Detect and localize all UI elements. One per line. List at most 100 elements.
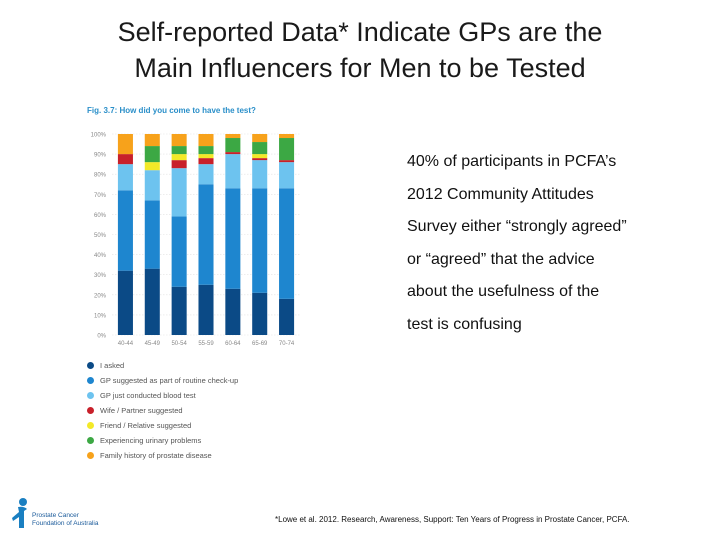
footnote: *Lowe et al. 2012. Research, Awareness, … <box>275 515 630 524</box>
legend-swatch <box>87 452 94 459</box>
bar-segment <box>171 154 187 161</box>
bar-segment <box>171 134 187 147</box>
bar-segment <box>279 188 295 299</box>
bar-segment <box>279 298 295 335</box>
bar-segment <box>144 268 160 335</box>
bar-segment <box>117 190 133 271</box>
stacked-bar-chart: 0% 10% 20% 30% 40% 50% 60% 70% 80% 90% 100% 40-44 45… <box>91 133 300 347</box>
bar-segment <box>225 288 241 335</box>
legend-label: Wife / Partner suggested <box>100 406 183 415</box>
y-tick-label: 100% <box>91 133 107 139</box>
legend-swatch <box>87 422 94 429</box>
body-text: 40% of participants in PCFA’s 2012 Commun… <box>407 146 707 342</box>
legend-item: Family history of prostate disease <box>87 448 238 463</box>
bar-segment <box>252 154 268 159</box>
bar-segment <box>252 134 268 143</box>
body-text-line: test is confusing <box>407 315 522 333</box>
pcfa-logo: Prostate Cancer Foundation of Australia <box>10 497 120 531</box>
legend-item: GP just conducted blood test <box>87 388 238 403</box>
bar-segment <box>144 162 160 171</box>
x-tick-label: 55-59 <box>198 341 214 347</box>
y-tick-label: 0% <box>97 334 106 340</box>
body-text-line: Survey either “strongly agreed” <box>407 218 627 236</box>
y-tick-label: 50% <box>94 233 107 239</box>
logo-line-2: Foundation of Australia <box>32 520 99 527</box>
legend-label: Family history of prostate disease <box>100 451 212 460</box>
bar-segment <box>144 170 160 201</box>
bar-segment <box>198 164 214 185</box>
bar-segment <box>198 134 214 147</box>
y-tick-label: 90% <box>94 153 107 159</box>
bar-segment <box>198 154 214 159</box>
bar-segment <box>225 154 241 189</box>
legend-swatch <box>87 407 94 414</box>
bar-segment <box>171 216 187 287</box>
bar-segment <box>225 138 241 153</box>
bar-segment <box>225 152 241 155</box>
bar-segment <box>225 188 241 289</box>
bar-segment <box>279 160 295 163</box>
bar-segment <box>171 286 187 335</box>
bar-segment <box>171 146 187 155</box>
legend-item: Wife / Partner suggested <box>87 403 238 418</box>
bar-segment <box>117 154 133 165</box>
bar-segment <box>117 164 133 191</box>
legend-item: Friend / Relative suggested <box>87 418 238 433</box>
bar-segment <box>225 134 241 139</box>
y-tick-label: 10% <box>94 313 107 319</box>
bar-segment <box>144 146 160 163</box>
body-text-line: 2012 Community Attitudes <box>407 185 594 203</box>
title-line-2: Main Influencers for Men to be Tested <box>134 53 586 83</box>
legend-label: Friend / Relative suggested <box>100 421 192 430</box>
legend-item: I asked <box>87 358 238 373</box>
bar-segment <box>279 134 295 139</box>
bar-segment <box>117 134 133 155</box>
bar-segment <box>279 162 295 189</box>
body-text-line: about the usefulness of the <box>407 283 600 301</box>
bar-segment <box>144 200 160 269</box>
x-tick-label: 60-64 <box>225 341 241 347</box>
bar-segment <box>198 284 214 335</box>
legend-label: I asked <box>100 361 125 370</box>
figure-caption: Fig. 3.7: How did you come to have the t… <box>87 106 256 115</box>
legend-swatch <box>87 377 94 384</box>
legend-swatch <box>87 392 94 399</box>
x-tick-label: 70-74 <box>279 341 295 347</box>
bar-segment <box>171 160 187 169</box>
bar-segment <box>198 158 214 165</box>
bar-segment <box>279 138 295 161</box>
bar-segment <box>198 146 214 155</box>
y-tick-label: 80% <box>94 173 107 179</box>
bar-segment <box>252 158 268 161</box>
legend-swatch <box>87 362 94 369</box>
bar-segment <box>198 184 214 285</box>
y-tick-label: 20% <box>94 293 107 299</box>
y-tick-label: 40% <box>94 253 107 259</box>
slide-title: Self-reported Data* Indicate GPs are the… <box>0 14 720 86</box>
body-text-line: 40% of participants in PCFA’s <box>407 153 617 170</box>
legend-label: GP suggested as part of routine check-up <box>100 376 239 385</box>
bar-segment <box>144 134 160 147</box>
pcfa-logo-icon <box>12 498 27 528</box>
y-tick-label: 60% <box>94 213 107 219</box>
title-line-1: Self-reported Data* Indicate GPs are the <box>117 17 603 47</box>
bar-segment <box>252 188 268 293</box>
legend-label: Experiencing urinary problems <box>100 436 202 445</box>
bar-segment <box>252 160 268 189</box>
legend-item: Experiencing urinary problems <box>87 433 238 448</box>
x-tick-label: 40-44 <box>118 341 134 347</box>
y-tick-label: 70% <box>94 193 107 199</box>
bar-segment <box>252 292 268 335</box>
bar-segment <box>252 142 268 155</box>
logo-line-1: Prostate Cancer <box>32 512 79 519</box>
bar-segment <box>171 168 187 217</box>
x-tick-label: 45-49 <box>145 341 161 347</box>
legend-swatch <box>87 437 94 444</box>
pcfa-logo-text: Prostate Cancer Foundation of Australia <box>32 512 99 528</box>
legend-label: GP just conducted blood test <box>100 391 196 400</box>
y-tick-label: 30% <box>94 273 107 279</box>
x-tick-label: 65-69 <box>252 341 268 347</box>
bar-segment <box>117 270 133 335</box>
body-text-line: or “agreed” that the advice <box>407 250 595 268</box>
legend-item: GP suggested as part of routine check-up <box>87 373 238 388</box>
